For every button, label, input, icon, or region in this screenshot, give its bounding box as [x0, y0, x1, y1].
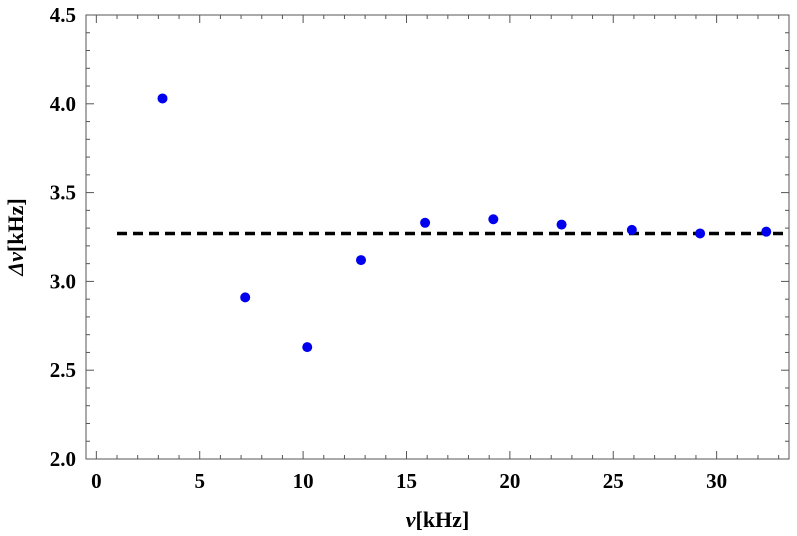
x-axis-label-unit: [kHz] — [416, 507, 470, 532]
x-tick-label: 20 — [499, 469, 520, 493]
data-point — [157, 93, 168, 104]
y-tick-label: 4.5 — [50, 3, 76, 27]
tick-labels: 0 5 10 15 20 25 30 2.0 2.5 3.0 3.5 4.0 4.5 — [50, 3, 727, 493]
data-point — [626, 224, 637, 235]
data-point — [695, 228, 706, 239]
data-point — [420, 217, 431, 228]
x-tick-label: 5 — [194, 469, 205, 493]
y-tick-label: 2.0 — [50, 447, 76, 471]
x-tick-label: 0 — [91, 469, 102, 493]
data-point — [761, 226, 772, 237]
x-axis-label: ν[kHz] — [406, 507, 470, 532]
x-tick-label: 25 — [603, 469, 624, 493]
y-tick-label: 3.5 — [50, 181, 76, 205]
axis-ticks — [86, 14, 789, 460]
data-point — [488, 214, 499, 225]
y-axis-label: Δν[kHz] — [3, 198, 28, 276]
y-tick-label: 2.5 — [50, 358, 76, 382]
data-point — [355, 255, 366, 266]
plot-frame — [85, 14, 790, 460]
data-point — [302, 342, 313, 353]
y-tick-label: 4.0 — [50, 92, 76, 116]
x-tick-label: 10 — [293, 469, 314, 493]
data-point — [556, 219, 567, 230]
y-axis-label-unit: [kHz] — [3, 198, 28, 252]
data-points — [157, 93, 772, 353]
y-tick-label: 3.0 — [50, 269, 76, 293]
x-axis-label-variable: ν — [406, 507, 416, 532]
x-tick-label: 30 — [706, 469, 727, 493]
y-axis-label-variable: Δν — [3, 252, 28, 277]
data-point — [240, 292, 251, 303]
x-tick-label: 15 — [396, 469, 417, 493]
